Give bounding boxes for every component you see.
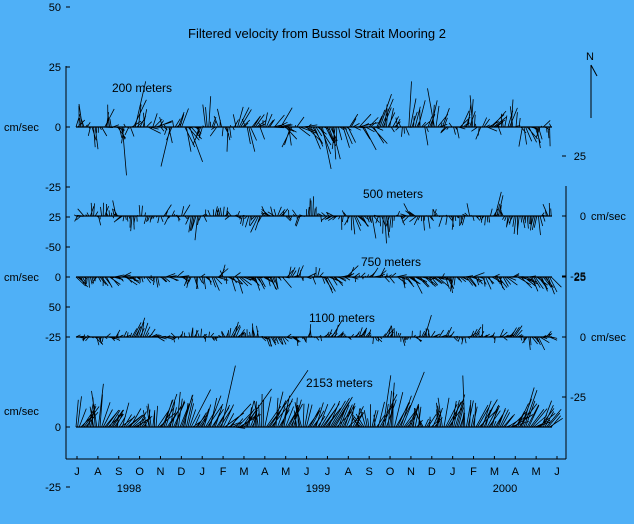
velocity-tick-label: -25 bbox=[45, 332, 61, 344]
depth-label: 1100 meters bbox=[309, 311, 375, 325]
depth-label: 750 meters bbox=[361, 255, 421, 269]
month-label: N bbox=[407, 466, 415, 478]
month-label: S bbox=[115, 466, 122, 478]
year-label: 1999 bbox=[306, 483, 330, 495]
velocity-stick-series bbox=[73, 191, 552, 244]
month-label: O bbox=[386, 466, 395, 478]
month-label: O bbox=[135, 466, 144, 478]
month-label: F bbox=[220, 466, 227, 478]
month-label: F bbox=[470, 466, 477, 478]
velocity-stick-series bbox=[75, 264, 562, 295]
month-label: M bbox=[281, 466, 290, 478]
depth-label: 2153 meters bbox=[306, 376, 373, 390]
month-label: M bbox=[490, 466, 499, 478]
velocity-tick-label: 0 bbox=[55, 422, 61, 434]
month-label: D bbox=[177, 466, 185, 478]
velocity-tick-label: 0 bbox=[580, 211, 586, 223]
month-label: J bbox=[325, 466, 331, 478]
north-label: N bbox=[586, 51, 594, 63]
velocity-tick-label: -25 bbox=[45, 482, 61, 494]
chart-title: Filtered velocity from Bussol Strait Moo… bbox=[188, 26, 446, 41]
velocity-tick-label: 0 bbox=[580, 332, 586, 344]
month-label: M bbox=[532, 466, 541, 478]
velocity-stick-series bbox=[75, 81, 552, 176]
velocity-tick-label: -25 bbox=[570, 392, 586, 404]
month-label: N bbox=[157, 466, 165, 478]
year-label: 2000 bbox=[493, 483, 517, 495]
month-label: A bbox=[261, 466, 269, 478]
velocity-tick-label: 25 bbox=[49, 212, 61, 224]
velocity-tick-label: 0 bbox=[55, 272, 61, 284]
north-arrow: N bbox=[586, 51, 598, 118]
month-label: A bbox=[512, 466, 520, 478]
unit-label: cm/sec bbox=[591, 211, 626, 223]
velocity-tick-label: 50 bbox=[49, 302, 61, 314]
depth-label: 500 meters bbox=[363, 187, 423, 201]
unit-label: cm/sec bbox=[4, 272, 39, 284]
depth-label: 200 meters bbox=[112, 81, 172, 95]
month-label: J bbox=[304, 466, 310, 478]
year-label: 1998 bbox=[117, 483, 141, 495]
plot-axes bbox=[65, 66, 567, 460]
month-label: D bbox=[428, 466, 436, 478]
velocity-tick-label: -50 bbox=[45, 242, 61, 254]
velocity-tick-label: 25 bbox=[574, 151, 586, 163]
tick-layer bbox=[66, 6, 566, 488]
velocity-tick-label: -25 bbox=[45, 182, 61, 194]
month-label: J bbox=[450, 466, 456, 478]
velocity-sticks bbox=[73, 81, 563, 429]
month-label: S bbox=[366, 466, 373, 478]
month-label: J bbox=[554, 466, 560, 478]
velocity-tick-label: 0 bbox=[55, 122, 61, 134]
unit-label: cm/sec bbox=[591, 332, 626, 344]
month-label: A bbox=[94, 466, 102, 478]
unit-label: cm/sec bbox=[4, 122, 39, 134]
month-label: M bbox=[239, 466, 248, 478]
velocity-tick-label: 25 bbox=[49, 62, 61, 74]
velocity-tick-label: -25 bbox=[570, 271, 586, 283]
month-label: J bbox=[74, 466, 80, 478]
velocity-tick-label: 25 bbox=[574, 272, 586, 284]
month-label: J bbox=[199, 466, 205, 478]
velocity-tick-label: 50 bbox=[49, 2, 61, 14]
velocity-stick-series bbox=[75, 365, 563, 429]
unit-label: cm/sec bbox=[4, 406, 39, 418]
month-label: A bbox=[345, 466, 353, 478]
